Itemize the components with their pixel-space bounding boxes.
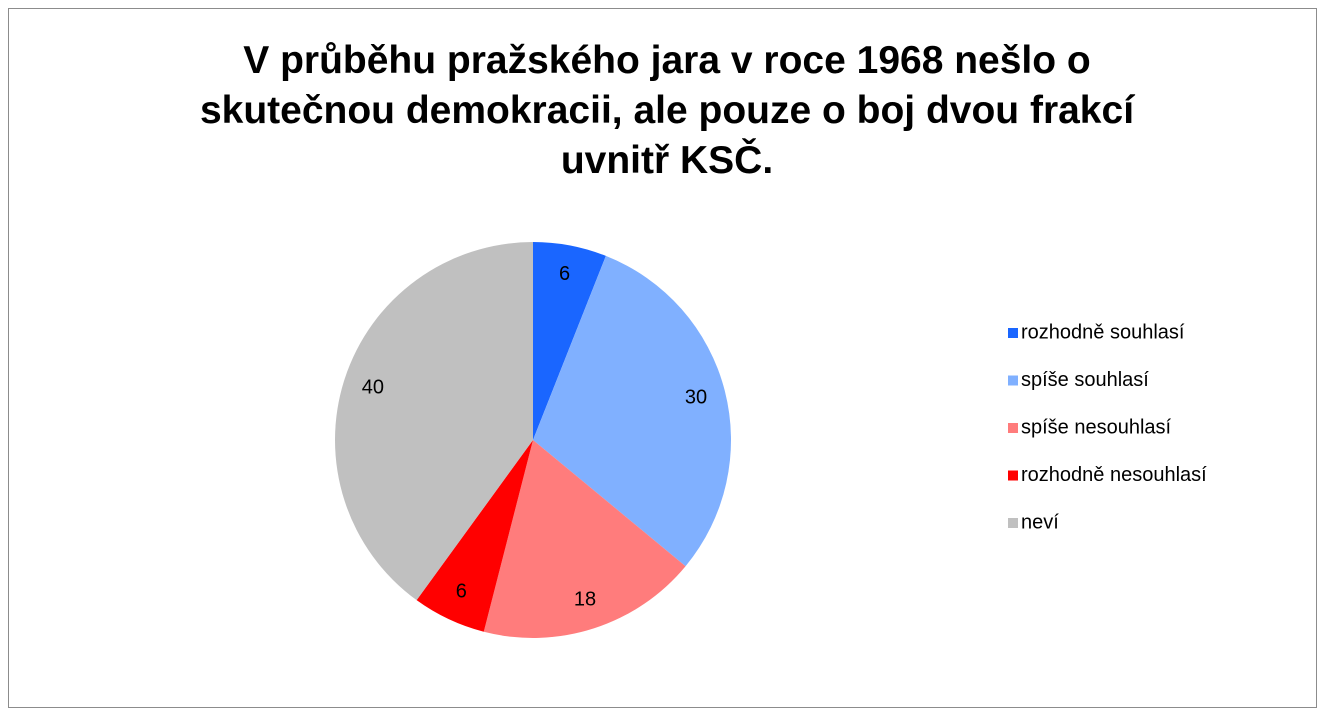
legend-swatch [1008,518,1018,528]
chart-title: V průběhu pražského jara v roce 1968 neš… [199,39,1135,182]
legend-label: rozhodně nesouhlasí [1021,464,1207,486]
legend-label: spíše nesouhlasí [1021,416,1172,438]
legend-label: spíše souhlasí [1021,369,1149,391]
pie-slice [483,440,686,638]
data-label: 30 [685,386,707,408]
legend-swatch [1008,375,1018,386]
legend-label: neví [1021,511,1059,533]
legend-swatch [1008,423,1018,433]
data-label: 6 [456,581,467,603]
data-label: 6 [559,263,570,285]
data-label: 18 [574,588,596,610]
legend-label: rozhodně souhlasí [1021,321,1185,343]
legend-swatch [1008,470,1018,481]
legend-swatch [1008,328,1018,338]
chart: 6 30 18 6 40 rozhodně souhlasí spíše souhlasí s… [334,242,1207,638]
pie-slice [533,255,732,567]
pie-slice [533,242,606,440]
page: {"chart_data": {"type": "pie", "title": … [8,8,1317,708]
pie-slice [334,242,533,601]
data-label: 40 [362,376,384,398]
pie-slice [416,440,533,632]
